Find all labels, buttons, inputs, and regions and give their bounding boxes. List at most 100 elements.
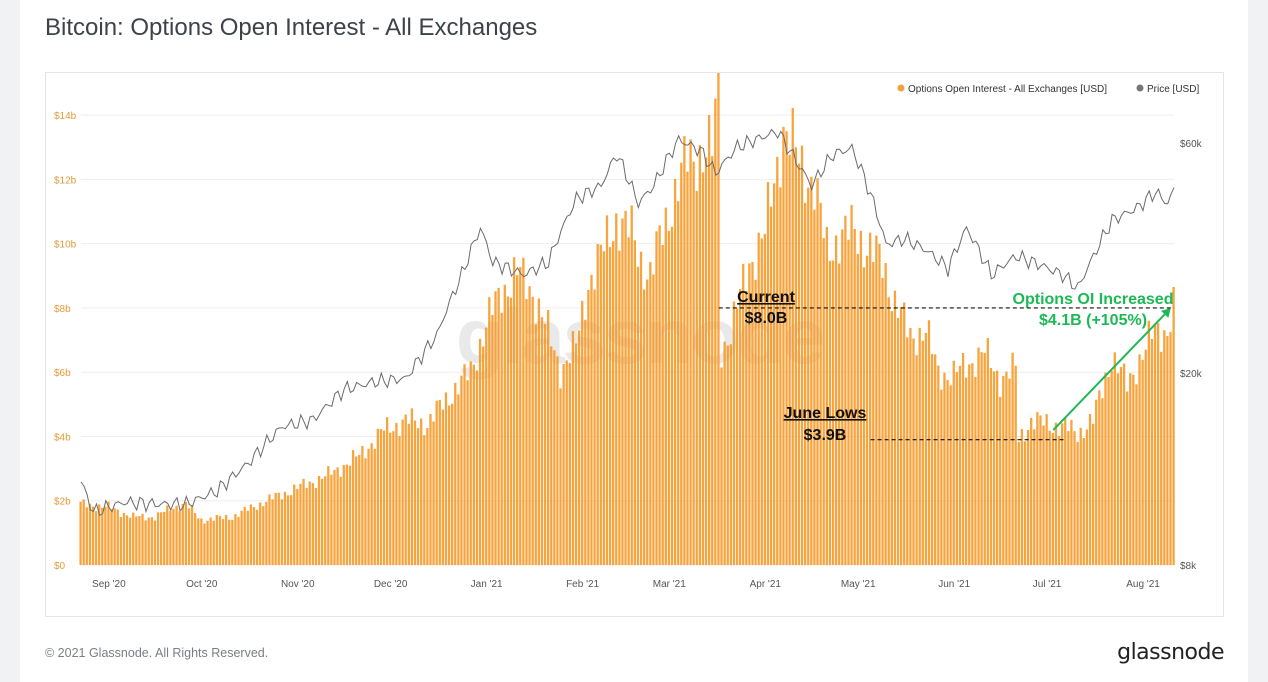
oi-bar xyxy=(937,365,940,565)
legend-item-price[interactable]: Price [USD] xyxy=(1136,84,1200,95)
oi-bar xyxy=(807,187,810,565)
oi-bar xyxy=(1107,376,1110,565)
legend-price-label: Price [USD] xyxy=(1147,84,1199,95)
oi-bar xyxy=(423,435,426,565)
oi-bar xyxy=(1091,423,1095,565)
oi-bar xyxy=(618,250,621,565)
oi-bar xyxy=(85,507,88,565)
oi-bar xyxy=(853,229,856,565)
oi-bar xyxy=(280,499,284,565)
oi-bar xyxy=(581,300,584,565)
oi-bar xyxy=(1048,430,1051,565)
oi-bar xyxy=(977,347,980,565)
oi-bar xyxy=(869,232,872,565)
oi-bar xyxy=(974,376,977,565)
oi-bar xyxy=(255,509,259,565)
oi-bar xyxy=(562,364,565,565)
legend-item-oi[interactable]: Options Open Interest - All Exchanges [U… xyxy=(897,84,1108,95)
oi-bar xyxy=(475,370,479,565)
oi-bar xyxy=(593,289,596,565)
current-annotation-value: $8.0B xyxy=(745,310,788,327)
oi-bar xyxy=(438,399,441,565)
x-axis-tick-label: Oct '20 xyxy=(186,579,218,590)
oi-bar xyxy=(1135,384,1138,565)
oi-bar xyxy=(838,263,841,565)
oi-bar xyxy=(503,284,506,565)
oi-bar xyxy=(497,287,500,565)
oi-bar xyxy=(178,511,181,565)
oi-bar xyxy=(943,372,946,565)
oi-bar xyxy=(441,409,445,565)
oi-bar xyxy=(1005,371,1008,565)
oi-bar xyxy=(451,403,454,565)
oi-bar xyxy=(209,517,212,565)
oi-bar xyxy=(512,257,516,565)
oi-bar xyxy=(605,215,609,566)
oi-bar xyxy=(1160,351,1163,565)
oi-bar xyxy=(627,237,630,565)
oi-bar xyxy=(949,385,952,565)
oi-bar xyxy=(333,469,336,565)
oi-bar xyxy=(478,338,482,565)
oi-bar xyxy=(1104,372,1107,565)
oi-bar xyxy=(485,327,488,565)
oi-bar xyxy=(172,508,175,565)
oi-bar xyxy=(1067,431,1070,565)
oi-bar xyxy=(525,299,528,565)
footer-brand-logo[interactable]: glassnode xyxy=(1117,640,1224,665)
oi-bar xyxy=(633,240,636,565)
oi-bar xyxy=(259,502,262,565)
oi-bar xyxy=(107,501,110,565)
oi-bar xyxy=(116,509,119,565)
oi-bar xyxy=(1098,390,1101,565)
oi-bar xyxy=(132,512,135,565)
oi-bar xyxy=(800,145,804,565)
oi-bar xyxy=(488,297,491,565)
chart-card: Bitcoin: Options Open Interest - All Exc… xyxy=(20,0,1248,682)
oi-bar xyxy=(989,368,993,565)
oi-bar xyxy=(1070,419,1073,565)
oi-bar xyxy=(364,458,367,565)
oi-bar xyxy=(1020,429,1024,565)
oi-bar xyxy=(918,327,921,565)
oi-bar xyxy=(324,476,327,565)
oi-bar xyxy=(339,476,342,565)
oi-bar xyxy=(413,420,417,565)
oi-bar xyxy=(228,519,231,565)
annotations: Current $8.0B June Lows $3.9B Options OI… xyxy=(718,289,1174,444)
oi-bar xyxy=(726,345,729,565)
oi-bar xyxy=(571,331,575,565)
right-axis-tick-label: $20k xyxy=(1180,369,1203,380)
oi-bar xyxy=(844,215,847,565)
oi-bar xyxy=(125,515,129,565)
oi-bar xyxy=(711,156,714,565)
oi-bar xyxy=(268,494,271,565)
oi-bar xyxy=(184,501,188,565)
oi-bar xyxy=(302,478,305,565)
oi-bar xyxy=(197,518,200,565)
oi-bar xyxy=(447,405,451,565)
oi-bar xyxy=(420,418,423,565)
left-axis-tick-label: $0 xyxy=(54,561,66,572)
oi-bar xyxy=(138,516,141,565)
oi-bar xyxy=(91,506,95,565)
oi-bar xyxy=(896,317,900,565)
oi-bar xyxy=(642,289,646,565)
oi-bar xyxy=(435,400,438,565)
oi-bar xyxy=(252,507,256,565)
oi-bar xyxy=(379,429,383,565)
oi-bar xyxy=(537,298,540,565)
oi-bar xyxy=(639,251,643,566)
oi-bar xyxy=(305,487,308,565)
oi-bar xyxy=(568,363,571,565)
oi-bar xyxy=(194,513,197,565)
oi-bar xyxy=(358,454,361,565)
oi-bar xyxy=(999,397,1002,565)
oi-bar xyxy=(534,324,537,565)
oi-bar xyxy=(509,297,513,565)
oi-bar xyxy=(1026,429,1030,565)
oi-bar xyxy=(144,520,147,565)
oi-bar xyxy=(565,360,568,565)
oi-bar xyxy=(79,501,82,565)
oi-bar xyxy=(159,512,163,565)
